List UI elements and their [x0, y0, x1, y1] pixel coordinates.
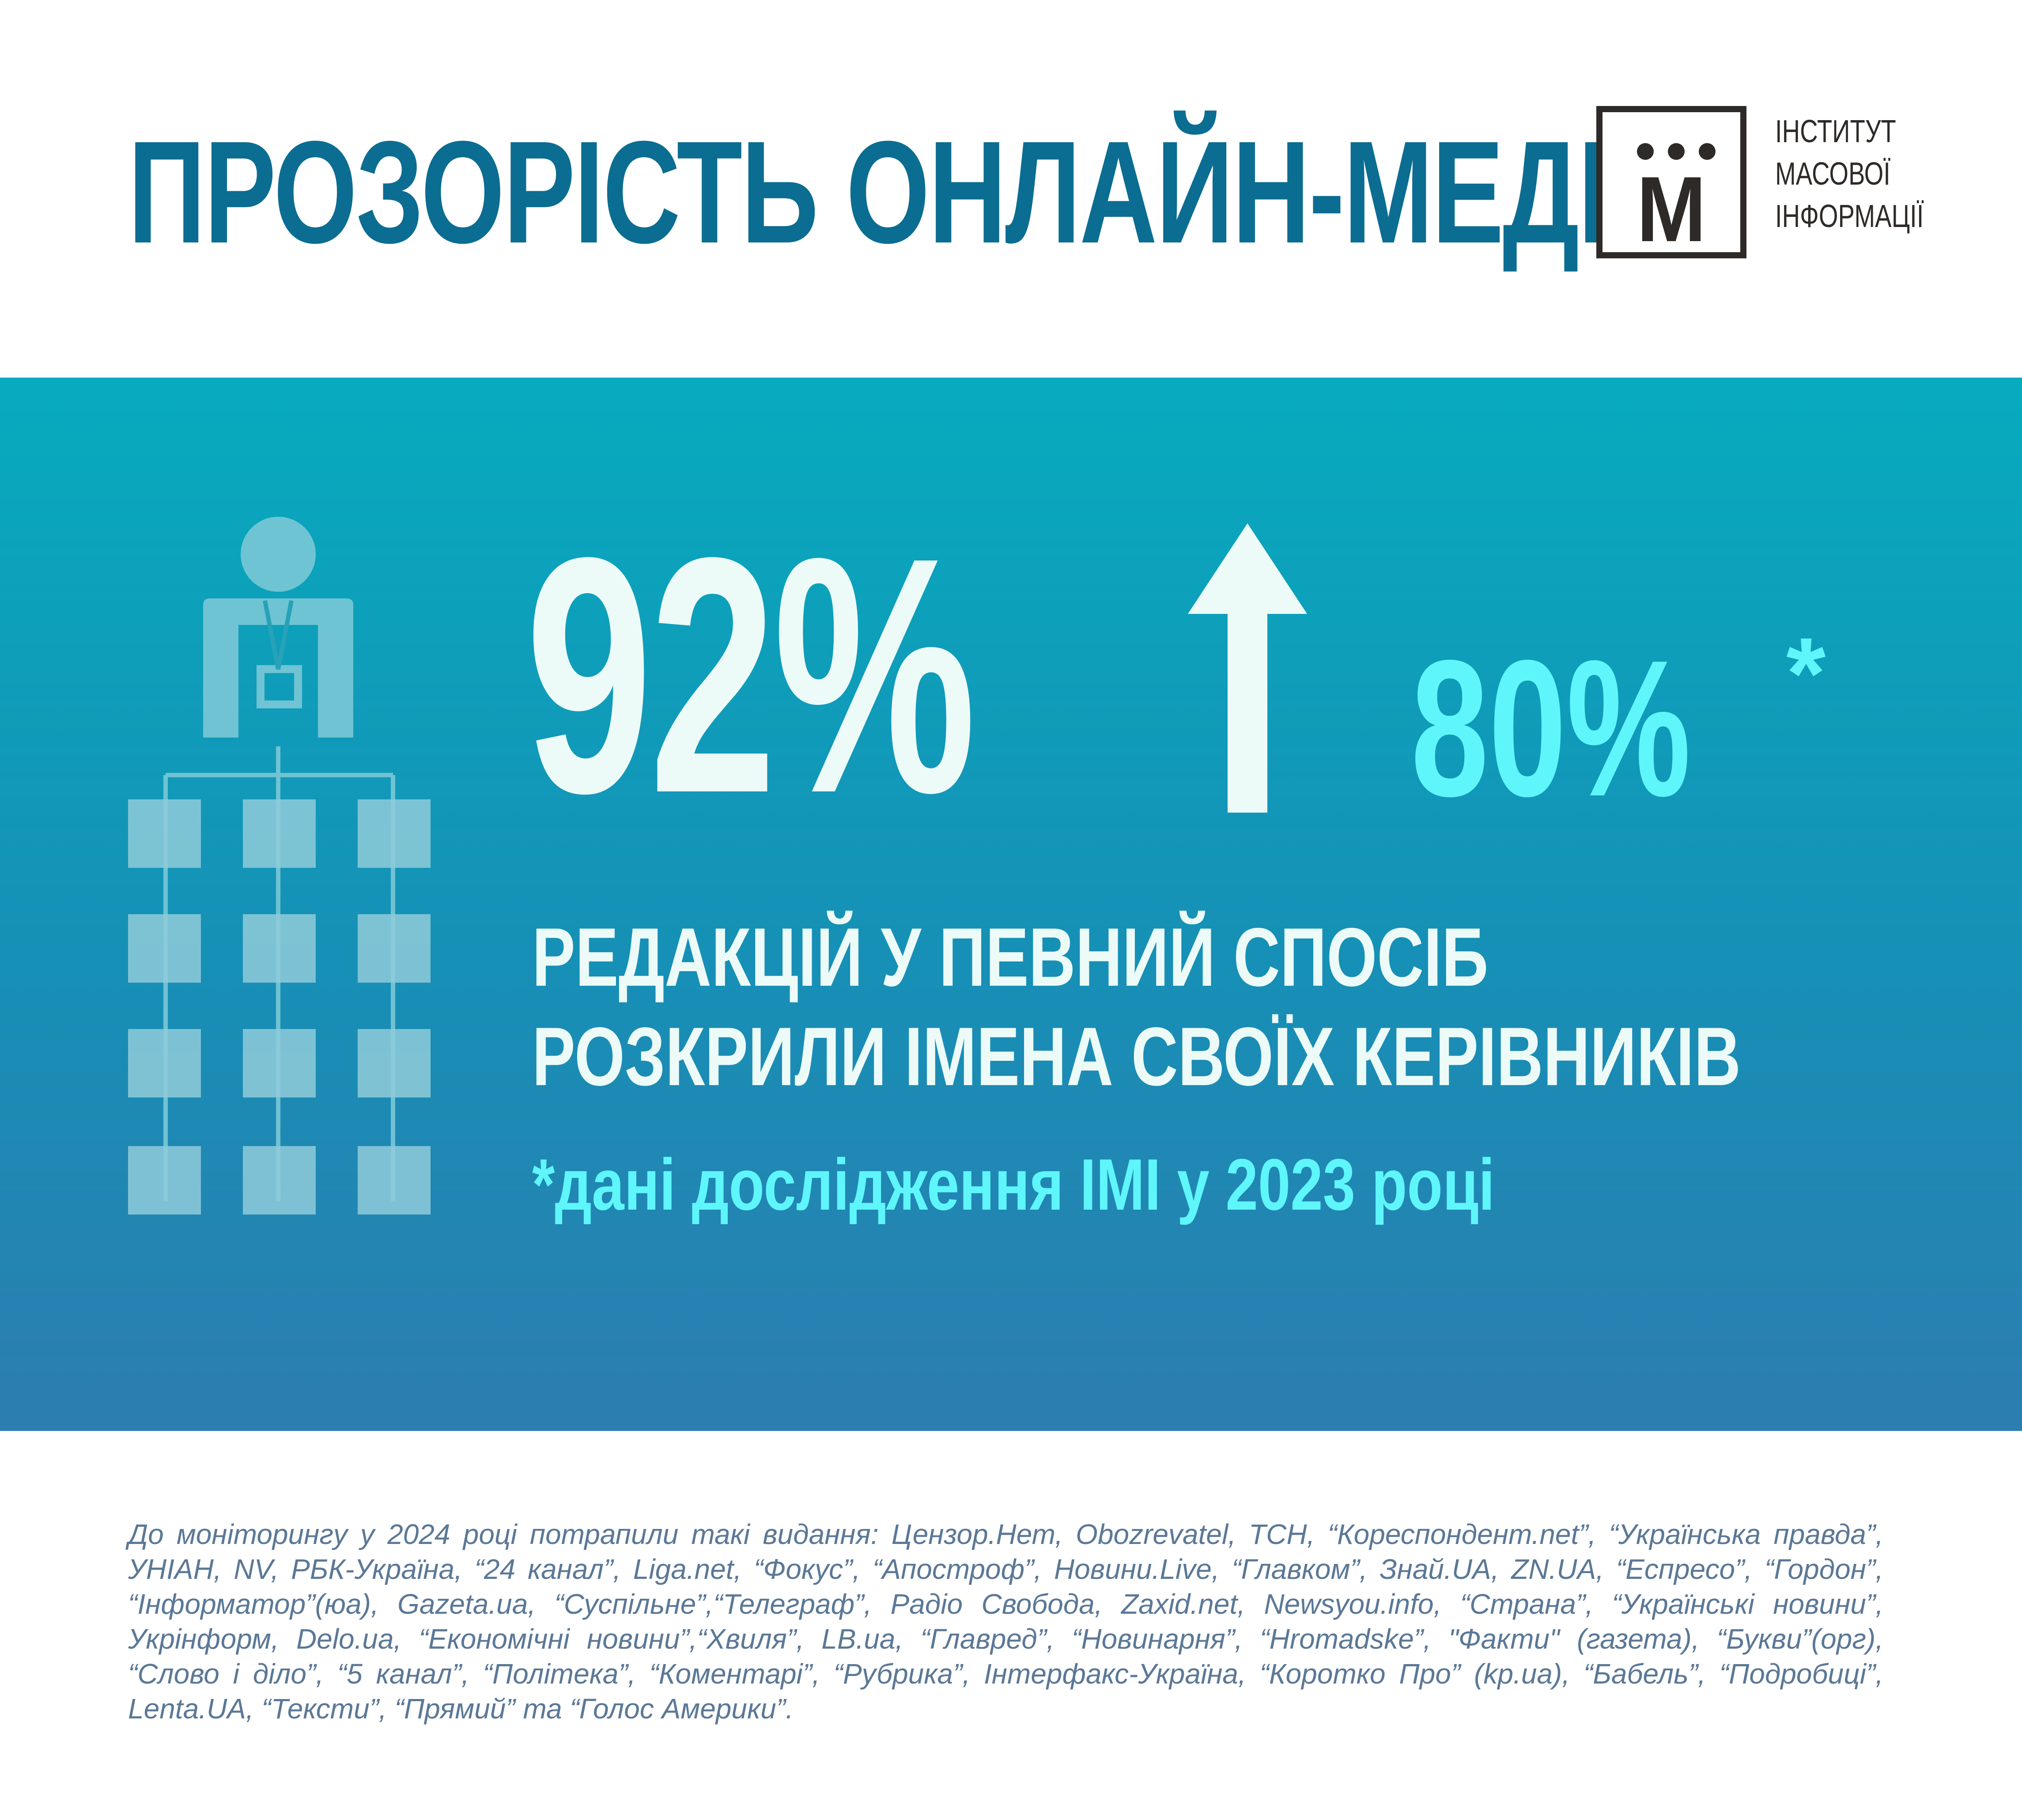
caption-line-2: РОЗКРИЛИ ІМЕНА СВОЇХ КЕРІВНИКІВ [532, 1010, 1741, 1103]
current-percent: 92% [525, 488, 976, 863]
up-arrow-icon [1188, 523, 1307, 813]
stats-band [0, 378, 2022, 1431]
caption-line-1: РЕДАКЦІЙ У ПЕВНИЙ СПОСІБ [532, 911, 1489, 1003]
org-chart-icon [128, 517, 431, 1215]
source-note: *дані дослідження ІМІ у 2023 році [532, 1144, 1495, 1225]
logo-line-1: ІНСТИТУТ [1775, 114, 1896, 149]
logo-text: ІНСТИТУТ МАСОВОЇ ІНФОРМАЦІЇ [1775, 110, 1924, 238]
media-list-footnote: До моніторингу у 2024 році потрапили так… [128, 1518, 1884, 1725]
page-title: ПРОЗОРІСТЬ ОНЛАЙН-МЕДІА [128, 110, 1685, 273]
logo-line-3: ІНФОРМАЦІЇ [1775, 199, 1924, 234]
logo-line-2: МАСОВОЇ [1775, 156, 1890, 192]
logo-letter: М [1636, 157, 1706, 261]
previous-percent-asterisk: * [1786, 617, 1826, 730]
imi-logo-icon: М [1596, 106, 1746, 258]
previous-percent: 80% [1411, 620, 1691, 837]
stat-caption: РЕДАКЦІЙ У ПЕВНИЙ СПОСІБ РОЗКРИЛИ ІМЕНА … [532, 908, 1741, 1106]
